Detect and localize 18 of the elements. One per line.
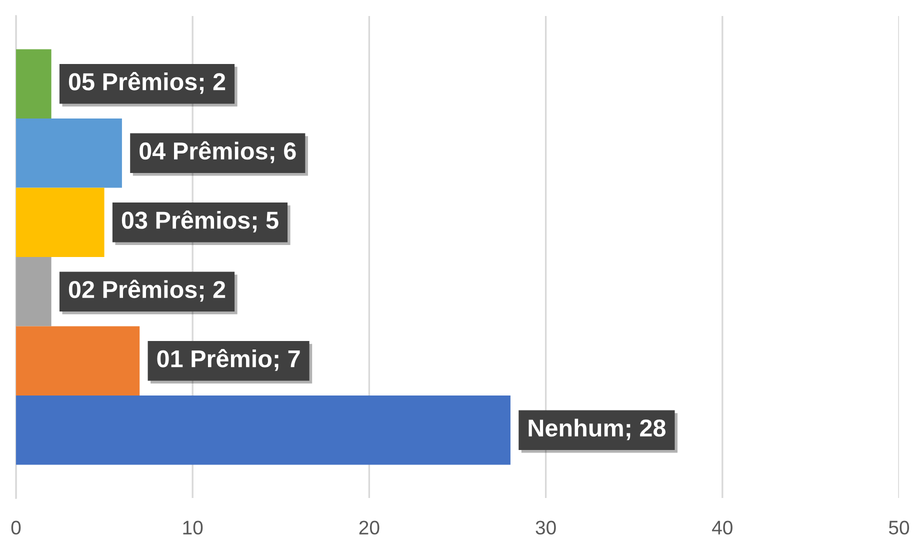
bar [16,326,140,396]
data-label: 05 Prêmios; 2 [68,72,226,94]
x-tick-label: 40 [712,520,732,535]
bar [16,118,122,188]
data-label: 03 Prêmios; 5 [122,210,278,232]
data-label: 01 Prêmio; 7 [157,349,300,371]
x-tick-label: 20 [359,520,380,535]
data-label: Nenhum; 28 [528,418,666,440]
x-tick-label: 50 [888,520,910,535]
bar [16,49,52,118]
x-tick-label: 0 [11,520,21,535]
bar [16,188,104,257]
bar [16,257,52,326]
x-tick-label: 10 [183,520,203,535]
bar [16,396,510,465]
data-label: 02 Prêmios; 2 [68,280,226,302]
x-tick-label: 30 [536,520,556,535]
data-label: 04 Prêmios; 6 [140,141,296,164]
